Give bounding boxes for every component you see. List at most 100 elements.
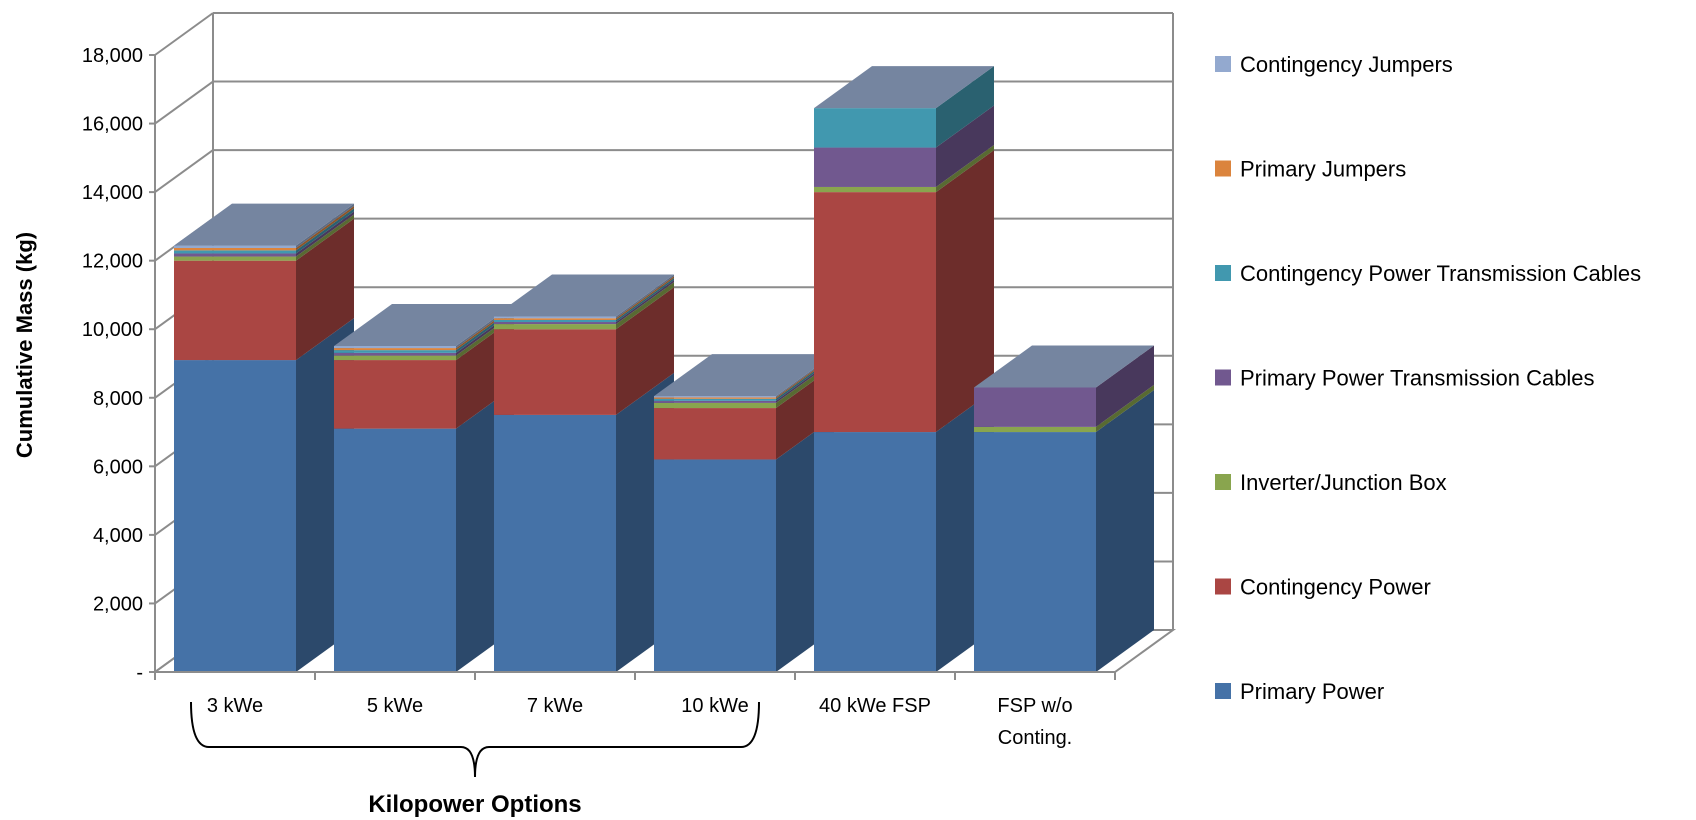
bar-segment-side <box>616 277 674 323</box>
x-tick-label: 10 kWe <box>681 695 748 717</box>
bar-segment <box>334 348 456 351</box>
x-tick-label: 3 kWe <box>207 695 263 717</box>
gridline-side <box>154 80 214 125</box>
legend-swatch <box>1215 474 1231 490</box>
bar-segment-side <box>616 282 674 330</box>
bar-segment <box>654 396 776 398</box>
y-tick-label: 8,000 <box>93 388 143 410</box>
bar-segment-side <box>296 208 354 254</box>
bar-stack <box>334 304 514 672</box>
bar-segment <box>334 428 456 672</box>
bar-segment-side <box>296 214 354 261</box>
bar-segment <box>494 319 616 323</box>
gridline-side <box>154 149 214 193</box>
bar-top <box>334 304 514 347</box>
bar-top <box>974 345 1154 388</box>
bar-segment-side <box>616 274 674 319</box>
y-tick-label: 16,000 <box>82 114 143 136</box>
bar-segment-side <box>616 276 674 320</box>
bar-segment <box>494 329 616 415</box>
group-label: Kilopower Options <box>368 791 581 818</box>
x-tick-label: 40 kWe FSP <box>819 695 931 717</box>
bar-top <box>174 203 354 246</box>
bar-segment-side <box>296 205 354 251</box>
bar-segment-side <box>1096 390 1154 672</box>
bar-segment <box>494 414 616 672</box>
y-tick-label: 4,000 <box>93 525 143 547</box>
bar-segment <box>654 398 776 401</box>
chart-axes: - 2,000 4,000 6,000 8,000 10,000 12,000 14,000 1… <box>82 45 1116 818</box>
bar-segment-side <box>296 203 354 248</box>
legend-swatch <box>1215 369 1231 386</box>
legend-item: Primary Jumpers <box>1215 157 1406 182</box>
bar-stack <box>814 66 994 672</box>
bar-segment <box>974 426 1096 433</box>
bar-segment <box>494 322 616 325</box>
bar-segment <box>494 318 616 320</box>
legend-label: Primary Jumpers <box>1240 157 1406 182</box>
y-tick-label: - <box>136 662 143 684</box>
bar-segment <box>174 256 296 261</box>
legend-swatch <box>1215 56 1231 72</box>
bar-segment <box>494 316 616 319</box>
x-tick-label: Conting. <box>998 727 1073 749</box>
bar-segment <box>654 408 776 460</box>
x-tick-label: 7 kWe <box>527 695 583 717</box>
bar-segment-side <box>936 66 994 148</box>
legend-swatch <box>1215 683 1231 699</box>
y-tick-label: 12,000 <box>82 251 143 273</box>
legend-label: Contingency Jumpers <box>1240 52 1453 77</box>
bar-segment <box>334 350 456 353</box>
bar-segment <box>654 459 776 672</box>
bar-segment <box>814 192 936 433</box>
bar-segment <box>174 260 296 361</box>
bar-segment-side <box>616 280 674 325</box>
legend-label: Contingency Power Transmission Cables <box>1240 261 1641 286</box>
y-axis-label: Cumulative Mass (kg) <box>12 232 37 458</box>
bar-segment <box>174 253 296 257</box>
legend-swatch <box>1215 265 1231 281</box>
bar-segment <box>334 346 456 349</box>
gridline-side <box>154 12 214 56</box>
chart-legend: Contingency Jumpers Primary Jumpers Contin… <box>1215 52 1641 704</box>
bar-segment <box>494 324 616 330</box>
legend-label: Primary Power <box>1240 679 1384 704</box>
bar-segment-side <box>296 218 354 361</box>
bar-segment <box>814 108 936 148</box>
bar-segment-side <box>1096 345 1154 427</box>
bar-segment <box>814 147 936 187</box>
y-tick-label: 6,000 <box>93 456 143 478</box>
bar-stack <box>974 345 1154 672</box>
legend-item: Primary Power Transmission Cables <box>1215 366 1595 391</box>
bar-segment <box>654 402 776 409</box>
chart-bars <box>174 66 1154 672</box>
bar-segment-side <box>1096 384 1154 433</box>
bar-segment <box>814 186 936 193</box>
bar-segment <box>174 250 296 254</box>
legend-label: Inverter/Junction Box <box>1240 470 1447 495</box>
x-tick-label: FSP w/o <box>997 695 1072 717</box>
bar-stack <box>174 203 354 672</box>
bar-segment <box>974 387 1096 427</box>
bar-segment <box>174 245 296 248</box>
bar-segment <box>174 360 296 672</box>
legend-item: Contingency Jumpers <box>1215 52 1453 77</box>
bar-stack <box>654 354 834 672</box>
group-bracket <box>190 701 760 778</box>
x-tick-label: 5 kWe <box>367 695 423 717</box>
bar-segment <box>974 432 1096 672</box>
legend-swatch <box>1215 160 1231 177</box>
legend-item: Contingency Power <box>1215 575 1431 600</box>
bar-top <box>654 354 834 397</box>
bar-segment-side <box>616 287 674 415</box>
bar-segment <box>334 360 456 429</box>
bar-segment <box>654 397 776 399</box>
legend-label: Primary Power Transmission Cables <box>1240 366 1595 391</box>
bar-segment <box>654 400 776 403</box>
bar-segment-side <box>936 144 994 193</box>
bar-segment <box>814 432 936 672</box>
y-tick-label: 14,000 <box>82 182 143 204</box>
y-tick-label: 10,000 <box>82 319 143 341</box>
bar-segment <box>334 352 456 356</box>
